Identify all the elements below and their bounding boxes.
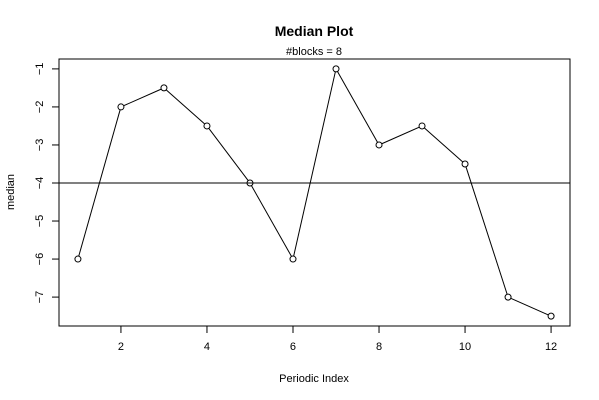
series-segment <box>165 89 206 125</box>
x-axis: 2 4 6 8 10 12 <box>118 326 557 353</box>
series-segment <box>293 71 336 257</box>
data-point <box>547 312 555 320</box>
series-segment <box>381 126 420 145</box>
chart-title: Median Plot <box>275 23 354 39</box>
data-point <box>117 103 125 111</box>
y-axis: −7 −6 −5 −4 −3 −2 −1 <box>34 63 59 304</box>
x-tick-label: 2 <box>118 341 124 353</box>
y-tick-label: −6 <box>34 253 46 266</box>
series-segment <box>337 71 378 143</box>
x-tick-label: 4 <box>204 341 210 353</box>
y-tick-label: −3 <box>34 139 46 152</box>
x-tick-label: 10 <box>459 341 471 353</box>
data-point <box>246 179 254 187</box>
y-tick-label: −5 <box>34 215 46 228</box>
plot-frame <box>58 58 571 327</box>
series-group <box>74 65 555 320</box>
y-tick-label: −7 <box>34 291 46 304</box>
series-segment <box>423 127 464 163</box>
series-segment <box>123 88 162 107</box>
y-tick-label: −1 <box>34 63 46 76</box>
data-point <box>160 84 168 92</box>
series-segment <box>208 128 249 181</box>
series-segment <box>251 185 292 257</box>
chart-subtitle: #blocks = 8 <box>286 46 342 58</box>
y-tick-label: −2 <box>34 101 46 114</box>
data-point <box>504 293 512 301</box>
data-point <box>461 160 469 168</box>
y-tick-label: −4 <box>34 177 46 190</box>
x-tick-label: 8 <box>376 341 382 353</box>
x-axis-label: Periodic Index <box>279 373 349 385</box>
data-point <box>203 122 211 130</box>
series-segment <box>465 166 508 295</box>
data-point <box>375 141 383 149</box>
data-point <box>289 255 297 263</box>
series-segment <box>78 109 121 257</box>
x-tick-label: 12 <box>545 341 557 353</box>
x-tick-label: 6 <box>290 341 296 353</box>
data-point <box>418 122 426 130</box>
series-segment <box>510 297 549 316</box>
data-point <box>74 255 82 263</box>
data-point <box>332 65 340 73</box>
y-axis-label: median <box>5 174 17 210</box>
